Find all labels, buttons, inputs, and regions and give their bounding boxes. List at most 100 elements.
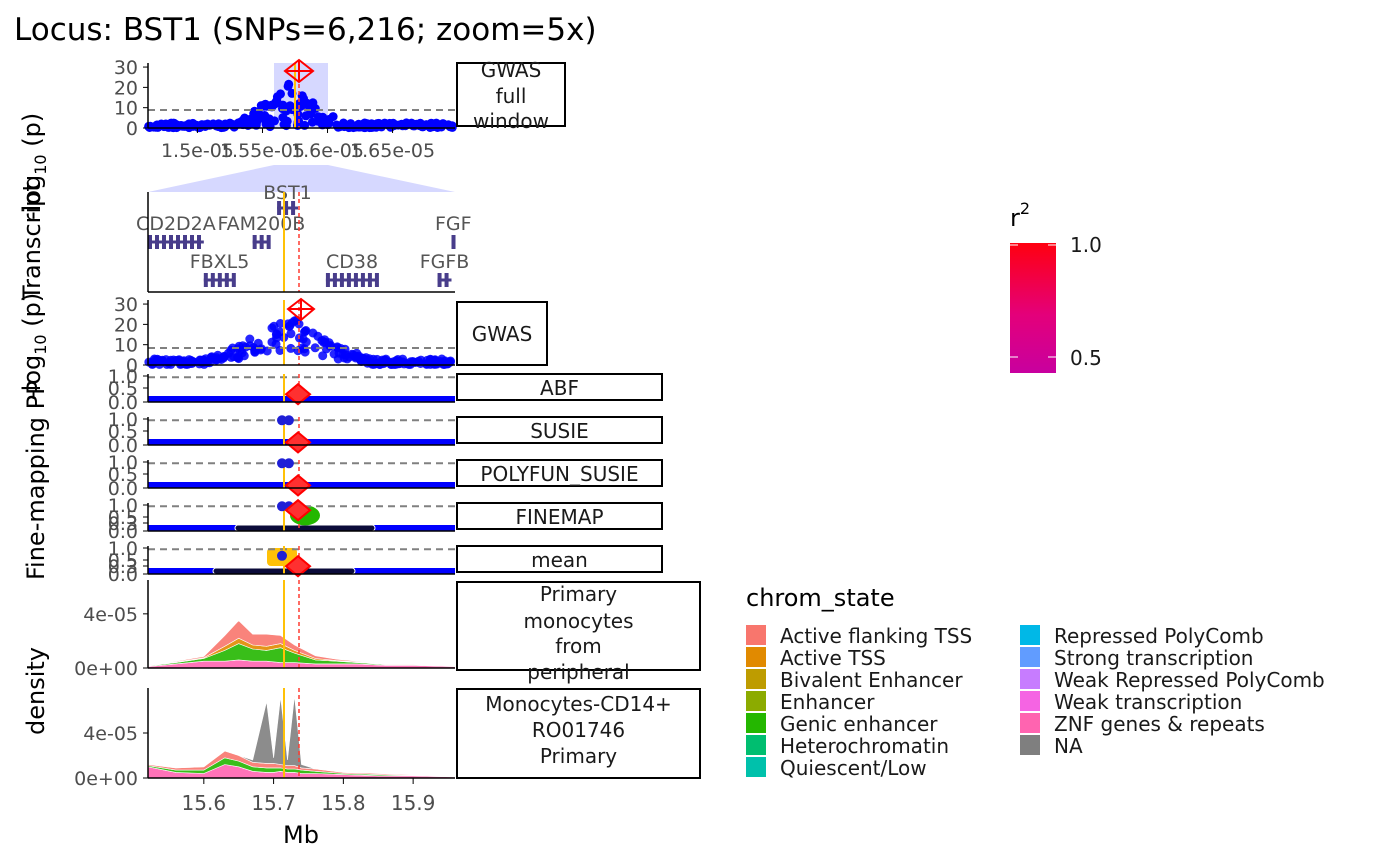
gene-exon (176, 235, 180, 249)
gene-exon (210, 273, 215, 287)
gwas-snp-point (321, 344, 331, 354)
chrom-legend-swatch (1020, 735, 1040, 755)
chrom-legend-label: Enhancer (780, 690, 875, 714)
fm-credible-snp (277, 501, 287, 512)
gwas-full-strip-label-1: GWAS (481, 58, 542, 82)
density-strip-label: RO01746 (532, 718, 625, 742)
fm-y-tick-label: 0.3 (108, 556, 138, 578)
gene-exon (259, 235, 264, 249)
fm-strip-label: mean (531, 548, 588, 572)
gwas-snp-point (310, 343, 320, 353)
chrom-legend-swatch (746, 757, 766, 777)
chrom-legend-label: Heterochromatin (780, 734, 949, 758)
fine-mapping-panel-mean: 0.00.30.51.0 mean (108, 538, 663, 586)
fm-lead-snp-marker (284, 382, 312, 406)
gwas-full-snp-point (220, 122, 230, 132)
gwas-snp-point (320, 335, 330, 345)
fm-credible-snp (277, 415, 287, 426)
gwas-full-strip-label-3: window (473, 109, 549, 133)
fm-strip-label: SUSIE (530, 419, 589, 443)
gene-exon (183, 235, 187, 249)
gene-exon (155, 235, 159, 249)
gwas-full-snp-point (283, 81, 293, 91)
fm-strip-label: POLYFUN_SUSIE (480, 462, 638, 486)
gene-exon (217, 273, 222, 287)
gwas-full-snp-point (328, 112, 338, 122)
density-strip-label: peripheral (527, 660, 630, 684)
fm-strip-label: ABF (540, 376, 579, 400)
x-axis-title: Mb (283, 821, 319, 849)
chrom-legend-label: Weak transcription (1054, 690, 1242, 714)
fm-y-tick-label: 0.5 (108, 464, 138, 486)
gwas-snp-point (245, 334, 255, 344)
gwas-snp-point (223, 348, 233, 358)
chrom-legend-label: Active flanking TSS (780, 624, 972, 648)
fm-y-tick-label: 1.0 (108, 452, 138, 474)
r2-legend-colorbar (1010, 243, 1056, 373)
gwas-full-y-title: -log10 (p) (18, 113, 50, 220)
gwas-full-y-tick-label: 30 (114, 57, 138, 79)
gwas-full-strip-label-2: full (496, 84, 527, 108)
fm-y-tick-label: 0.5 (108, 550, 138, 572)
gwas-y-tick-label: 20 (114, 314, 138, 336)
gwas-snp-point (237, 348, 247, 358)
fm-y-tick-label: 0.0 (108, 521, 138, 543)
chrom-legend-swatch (1020, 669, 1040, 689)
chrom-legend-swatch (746, 625, 766, 645)
x-tick-label: 15.6 (182, 791, 227, 815)
gwas-full-lead-snp-marker (283, 58, 315, 84)
density-panels: 0e+00 4e-05 Primary monocytesfromperipheral… (74, 580, 701, 790)
r2-legend-label-low: 0.5 (1070, 346, 1102, 370)
gene-exon (284, 201, 289, 215)
fine-mapping-panel-abf: 0.00.51.0 ABF (108, 366, 663, 414)
fine-mapping-panel-finemap: 0.00.30.51.0 FINEMAP (108, 495, 663, 543)
x-tick-label: 15.9 (391, 791, 436, 815)
density-strip-label: Monocytes-CD14+ (485, 692, 672, 716)
fine-mapping-panel-susie: 0.00.51.0 SUSIE (108, 409, 663, 457)
density-y-tick-label: 4e-05 (83, 604, 138, 626)
gwas-full-x-tick-label: 1.55e-05 (220, 140, 305, 162)
gene-exon (374, 273, 379, 287)
gwas-full-snp-point (161, 119, 171, 129)
gwas-full-snp-point (279, 120, 289, 129)
gwas-strip-label: GWAS (472, 322, 533, 346)
gwas-full-snp-point (411, 119, 421, 129)
zoom-funnel (148, 165, 455, 192)
gwas-full-snp-point (180, 121, 190, 131)
gwas-full-y-tick-label: 0 (126, 118, 138, 140)
gwas-full-snp-point (445, 122, 455, 132)
gwas-snp-point (195, 355, 205, 365)
density-strip-label: from (555, 634, 602, 658)
x-tick-label: 15.8 (321, 791, 366, 815)
density-strip (456, 688, 701, 779)
fm-y-tick-label: 0.5 (108, 507, 138, 529)
chrom-legend-swatch (746, 713, 766, 733)
chrom-legend-label: Repressed PolyComb (1054, 624, 1264, 648)
chrom-legend-label: Weak Repressed PolyComb (1054, 668, 1325, 692)
chrom-legend-label: Bivalent Enhancer (780, 668, 963, 692)
gwas-full-x-tick-label: 1.6e-05 (291, 140, 364, 162)
r2-legend: r2 1.0 0.5 (1010, 199, 1102, 373)
chrom-state-legend-title: chrom_state (746, 584, 895, 612)
chrom-legend-swatch (1020, 691, 1040, 711)
gwas-snp-point (313, 331, 323, 341)
r2-legend-label-high: 1.0 (1070, 233, 1102, 257)
gwas-full-snp-point (206, 120, 215, 130)
chrom-legend-label: Quiescent/Low (780, 756, 927, 780)
gwas-snp-point (301, 326, 311, 335)
gwas-full-snp-point (252, 110, 262, 120)
density-strip (456, 581, 701, 671)
chrom-legend-label: ZNF genes & repeats (1054, 712, 1265, 736)
gene-exon (367, 273, 372, 287)
chrom-legend-label: Genic enhancer (780, 712, 938, 736)
gene-exon (339, 273, 344, 287)
gwas-full-snp-point (368, 122, 378, 132)
gwas-full-strip (456, 62, 566, 127)
transcript-panel: BST1 CD2D2A FAM200B FGF FBXL5 CD38 FGFB (136, 182, 472, 293)
